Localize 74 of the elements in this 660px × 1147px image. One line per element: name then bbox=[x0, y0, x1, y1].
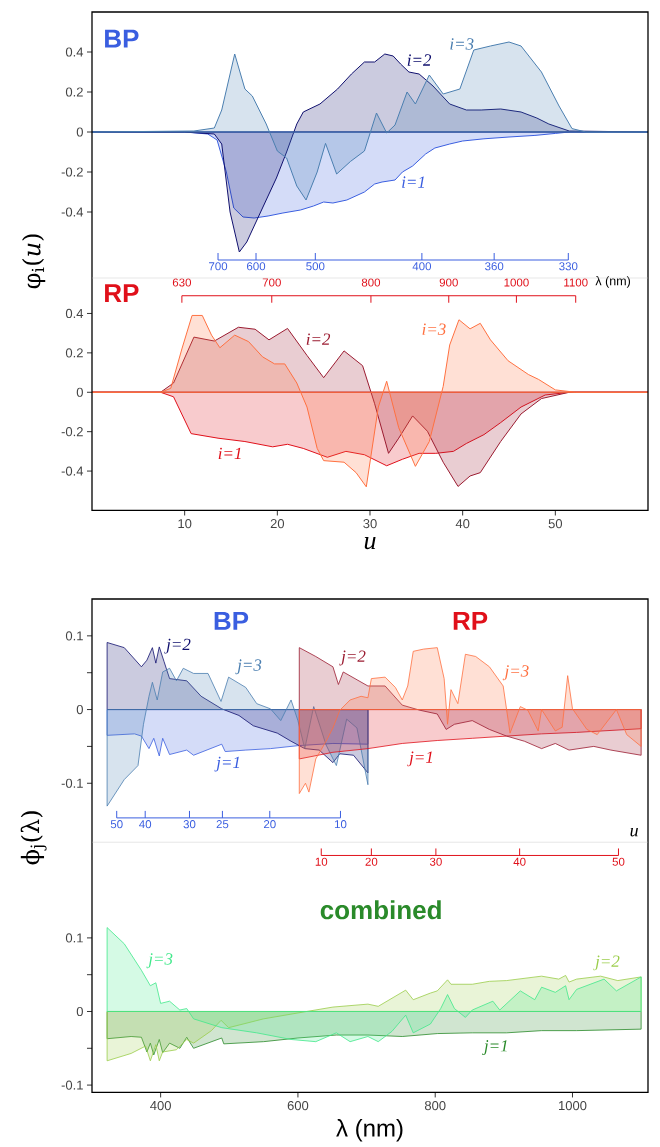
x-tick-label: 20 bbox=[270, 519, 285, 529]
series-label: i=1 bbox=[218, 447, 241, 459]
text: combined bbox=[320, 900, 441, 920]
annotation: 40 bbox=[139, 820, 152, 829]
x-tick-label: 600 bbox=[287, 1100, 309, 1111]
annotation: 400 bbox=[412, 262, 432, 271]
text: BP bbox=[105, 29, 139, 48]
series-label: j=3 bbox=[146, 953, 173, 969]
series-label: j=2 bbox=[164, 638, 191, 654]
annotation: 10 bbox=[315, 857, 328, 866]
y-tick-label: 0 bbox=[76, 387, 83, 397]
series-label: i=3 bbox=[450, 38, 474, 50]
y-tick-label: 0.1 bbox=[65, 631, 83, 641]
chart-title: RP bbox=[105, 284, 139, 303]
x-tick-label: 40 bbox=[455, 519, 470, 529]
annotation: 500 bbox=[306, 262, 325, 271]
y-tick-label: 0.4 bbox=[65, 308, 84, 319]
annotation: 10 bbox=[334, 820, 347, 829]
annotation: 1100 bbox=[564, 278, 588, 287]
series-label: i=3 bbox=[422, 323, 446, 335]
annotation: 600 bbox=[247, 262, 266, 271]
annotation: 20 bbox=[263, 820, 276, 829]
annotation: λ (nm) bbox=[595, 276, 630, 288]
x-axis-title: u bbox=[364, 537, 376, 550]
y-axis-title: φ$_{i}$(u) bbox=[22, 234, 46, 289]
annotation: 30 bbox=[183, 820, 196, 829]
annotation: 700 bbox=[209, 262, 228, 271]
annotation: 700 bbox=[262, 278, 281, 287]
annotation: 360 bbox=[485, 262, 504, 271]
annotation: 1000 bbox=[504, 278, 529, 287]
y-tick-label: -0.2 bbox=[61, 427, 83, 437]
x-tick-label: 400 bbox=[150, 1100, 171, 1111]
y-tick-label: -0.4 bbox=[61, 207, 84, 217]
x-axis-title: λ (nm) bbox=[336, 1119, 403, 1142]
annotation: 800 bbox=[361, 278, 381, 287]
annotation: 20 bbox=[365, 857, 378, 866]
annotation: 25 bbox=[216, 820, 229, 829]
annotation: BP bbox=[214, 611, 249, 630]
y-tick-label: -0.1 bbox=[61, 778, 83, 788]
annotation: 330 bbox=[559, 262, 578, 271]
x-tick-label: 50 bbox=[548, 519, 563, 529]
annotation: 630 bbox=[172, 278, 192, 287]
y-axis-title: ϕ$_{j}$(λ) bbox=[20, 811, 47, 865]
y-tick-label: -0.4 bbox=[61, 466, 84, 476]
series-label: j=1 bbox=[482, 1040, 507, 1055]
annotation: u bbox=[630, 827, 638, 837]
series-label: i=2 bbox=[306, 333, 331, 345]
y-tick-label: 0.2 bbox=[65, 348, 83, 358]
annotation: RP bbox=[453, 611, 488, 630]
y-tick-label: 0 bbox=[76, 1006, 83, 1017]
series-label: j=2 bbox=[593, 955, 620, 971]
series-label: j=1 bbox=[407, 751, 433, 767]
y-tick-label: 0 bbox=[76, 704, 83, 715]
series-label: j=1 bbox=[214, 756, 240, 772]
x-tick-label: 10 bbox=[178, 519, 192, 529]
annotation: 50 bbox=[612, 857, 625, 866]
series-label: i=1 bbox=[402, 176, 425, 188]
series-label: i=2 bbox=[407, 54, 432, 66]
x-tick-label: 1000 bbox=[559, 1100, 587, 1111]
x-tick-label: 800 bbox=[424, 1100, 446, 1111]
x-tick-label: 30 bbox=[363, 519, 377, 529]
series-label: j=3 bbox=[235, 659, 262, 675]
y-tick-label: 0 bbox=[76, 127, 83, 137]
annotation: 50 bbox=[110, 820, 123, 829]
y-tick-label: -0.1 bbox=[61, 1080, 83, 1090]
annotation: 900 bbox=[439, 278, 458, 287]
y-tick-label: 0.1 bbox=[65, 933, 83, 943]
annotation: 30 bbox=[429, 857, 442, 866]
y-tick-label: 0.4 bbox=[65, 47, 84, 57]
series-label: j=2 bbox=[339, 650, 366, 666]
y-tick-label: -0.2 bbox=[61, 167, 83, 177]
annotation: 40 bbox=[513, 857, 526, 866]
y-tick-label: 0.2 bbox=[65, 87, 83, 97]
series-label: j=3 bbox=[502, 665, 529, 681]
